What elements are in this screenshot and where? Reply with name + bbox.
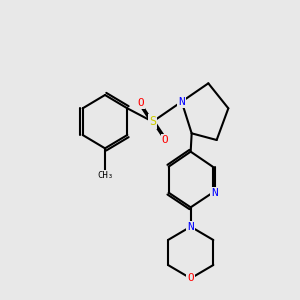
Text: O: O [137,98,144,108]
Text: N: N [187,222,194,232]
Text: O: O [187,273,194,283]
Text: N: N [211,188,218,198]
Text: CH₃: CH₃ [97,170,113,179]
Text: O: O [162,135,168,145]
Text: N: N [178,97,185,107]
Text: S: S [149,115,156,128]
